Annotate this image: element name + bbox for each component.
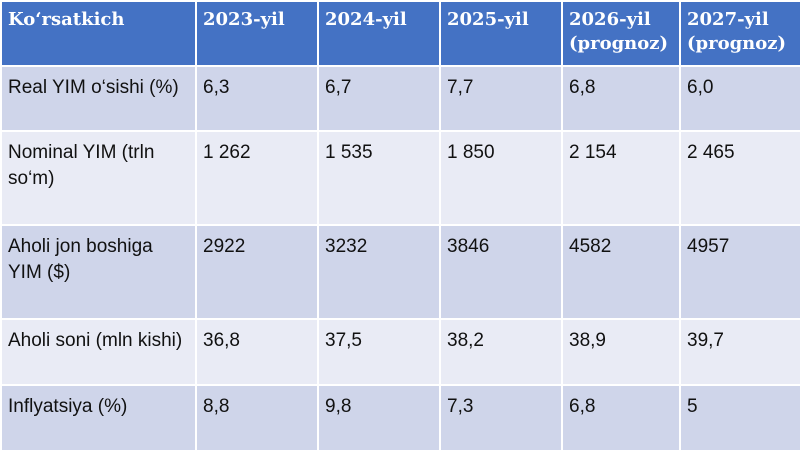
cell: 8,8 [195,384,319,450]
cell: 3232 [317,224,441,320]
cell: 2 154 [561,130,681,226]
cell: 7,3 [439,384,563,450]
table-row: Aholi soni (mln kishi) 36,8 37,5 38,2 38,9 39… [0,318,800,386]
header-cell: Ko‘rsatkich [0,0,197,67]
cell: 6,3 [195,65,319,132]
header-row: Ko‘rsatkich 2023-yil 2024-yil 2025-yil 2026-… [0,0,800,67]
cell: 38,9 [561,318,681,386]
header-cell: 2024-yil [317,0,441,67]
cell: 7,7 [439,65,563,132]
header-cell: 2026-yil (prognoz) [561,0,681,67]
table-row: Nominal YIM (trln so‘m) 1 262 1 535 1 850 2 … [0,130,800,226]
cell: 2 465 [679,130,800,226]
row-label: Real YIM o‘sishi (%) [0,65,197,132]
header-cell: 2027-yil (prognoz) [679,0,800,67]
cell: 38,2 [439,318,563,386]
cell: 2922 [195,224,319,320]
cell: 1 535 [317,130,441,226]
table-row: Inflyatsiya (%) 8,8 9,8 7,3 6,8 5 [0,384,800,450]
cell: 5 [679,384,800,450]
cell: 6,0 [679,65,800,132]
cell: 6,8 [561,384,681,450]
header-cell: 2023-yil [195,0,319,67]
row-label: Aholi jon boshiga YIM ($) [0,224,197,320]
cell: 36,8 [195,318,319,386]
row-label: Aholi soni (mln kishi) [0,318,197,386]
cell: 3846 [439,224,563,320]
table-row: Aholi jon boshiga YIM ($) 2922 3232 3846 458… [0,224,800,320]
cell: 9,8 [317,384,441,450]
cell: 1 262 [195,130,319,226]
row-label: Inflyatsiya (%) [0,384,197,450]
cell: 1 850 [439,130,563,226]
table-row: Real YIM o‘sishi (%) 6,3 6,7 7,7 6,8 6,0 [0,65,800,132]
cell: 39,7 [679,318,800,386]
cell: 37,5 [317,318,441,386]
cell: 4957 [679,224,800,320]
header-cell: 2025-yil [439,0,563,67]
cell: 6,7 [317,65,441,132]
cell: 6,8 [561,65,681,132]
row-label: Nominal YIM (trln so‘m) [0,130,197,226]
cell: 4582 [561,224,681,320]
